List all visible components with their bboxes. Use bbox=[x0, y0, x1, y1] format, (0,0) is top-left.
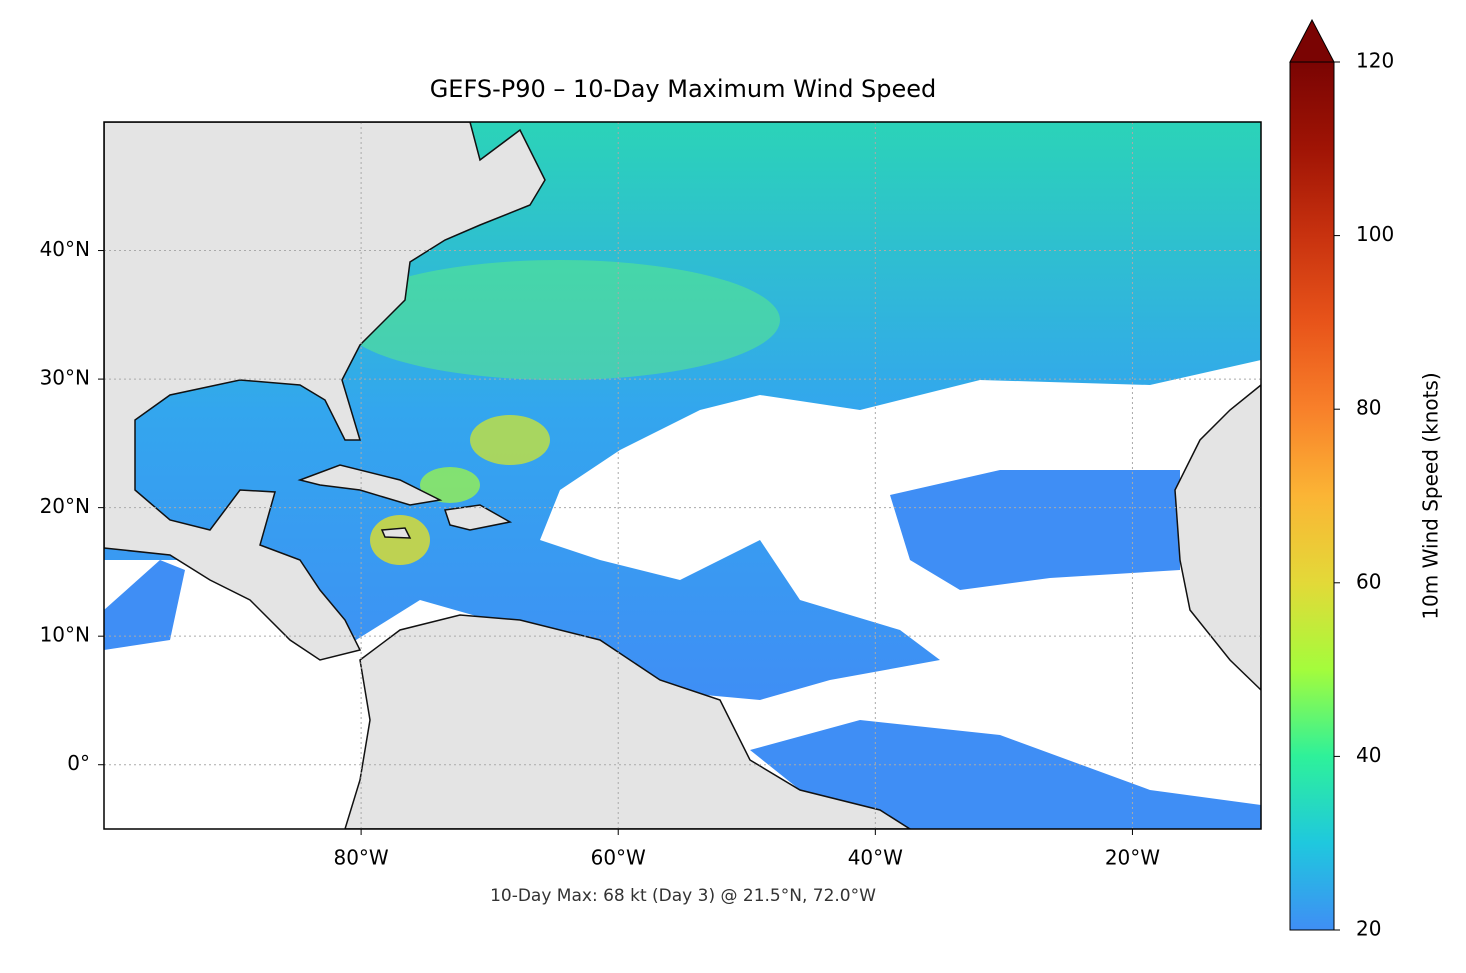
map-frame bbox=[103, 121, 1262, 830]
wind-highlight bbox=[340, 260, 780, 380]
colorbar-tick-label: 40 bbox=[1356, 743, 1381, 767]
colorbar-tick-label: 80 bbox=[1356, 396, 1381, 420]
wind-field bbox=[750, 720, 1261, 829]
chart-title: GEFS-P90 – 10-Day Maximum Wind Speed bbox=[430, 75, 937, 103]
x-tick-label: 60°W bbox=[591, 846, 646, 870]
colorbar-tick-label: 100 bbox=[1356, 222, 1394, 246]
y-tick-label: 0° bbox=[67, 751, 90, 775]
y-tick-label: 40°N bbox=[40, 237, 90, 261]
wind-highlight bbox=[420, 467, 480, 503]
north-america bbox=[104, 122, 546, 661]
wind-field bbox=[890, 470, 1180, 590]
x-tick-label: 20°W bbox=[1105, 846, 1160, 870]
y-tick-label: 20°N bbox=[40, 494, 90, 518]
x-tick-label: 40°W bbox=[848, 846, 903, 870]
jamaica bbox=[380, 527, 412, 539]
wind-highlight bbox=[370, 515, 430, 565]
x-tick-label: 80°W bbox=[333, 846, 388, 870]
y-tick-label: 10°N bbox=[40, 623, 90, 647]
colorbar bbox=[1289, 61, 1335, 931]
colorbar-extend bbox=[1289, 18, 1335, 63]
annotation: 10-Day Max: 68 kt (Day 3) @ 21.5°N, 72.0… bbox=[490, 886, 876, 906]
cuba bbox=[297, 464, 443, 506]
hispaniola bbox=[444, 504, 513, 531]
colorbar-tick-label: 20 bbox=[1356, 917, 1381, 941]
y-tick-label: 30°N bbox=[40, 366, 90, 390]
map bbox=[104, 122, 1261, 829]
wind-field bbox=[104, 560, 185, 650]
colorbar-label: 10m Wind Speed (knots) bbox=[1419, 372, 1443, 619]
south-america bbox=[344, 614, 912, 829]
africa bbox=[1174, 384, 1261, 692]
wind-highlight bbox=[470, 415, 550, 465]
colorbar-tick-label: 60 bbox=[1356, 569, 1381, 593]
colorbar-tick-label: 120 bbox=[1356, 49, 1394, 73]
